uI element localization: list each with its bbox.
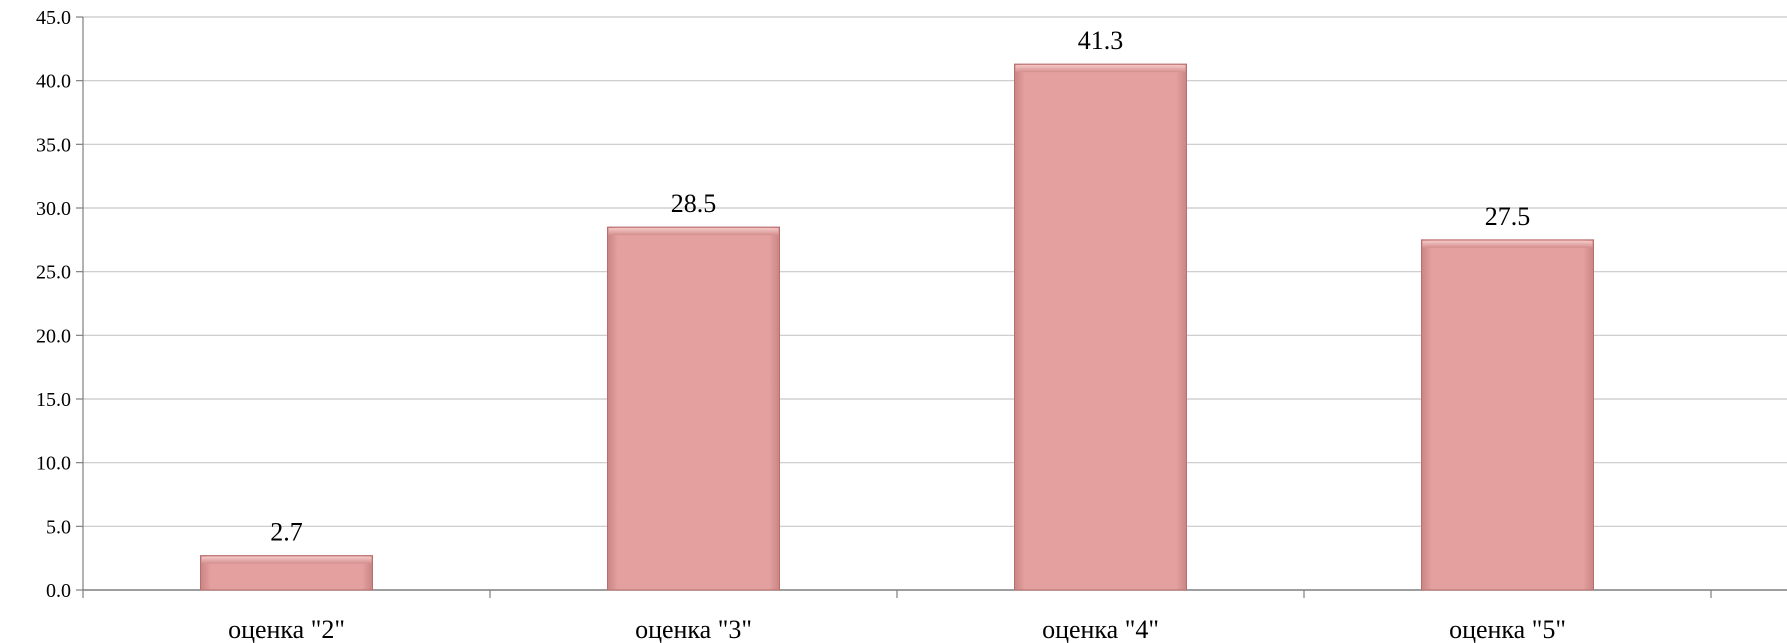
- bar-top-bevel: [608, 228, 779, 236]
- bar-top-bevel: [1015, 65, 1186, 73]
- y-tick-label: 20.0: [36, 325, 71, 347]
- data-label: 41.3: [1078, 26, 1124, 55]
- bar-top-bevel: [201, 556, 372, 564]
- y-tick-label: 10.0: [36, 453, 71, 475]
- y-tick-label: 0.0: [46, 580, 71, 602]
- y-axis: 0.0 5.0 10.0 15.0 20.0 25.0 30.0 35.0 40.0 45.0: [36, 7, 84, 602]
- bar: [1014, 63, 1187, 591]
- x-category-label: оценка "5": [1449, 615, 1566, 643]
- data-label: 27.5: [1485, 202, 1531, 231]
- bar: [607, 226, 780, 591]
- y-tick-label: 45.0: [36, 7, 71, 29]
- data-labels: 2.7 28.5 41.3 27.5: [270, 26, 1530, 547]
- bars: [200, 63, 1594, 591]
- gridlines: [83, 16, 1787, 527]
- x-category-label: оценка "4": [1042, 615, 1159, 643]
- data-label: 28.5: [671, 189, 717, 218]
- bar-top-bevel: [1422, 240, 1593, 248]
- y-tick-label: 30.0: [36, 198, 71, 220]
- x-category-label: оценка "3": [635, 615, 752, 643]
- y-tick-label: 40.0: [36, 71, 71, 93]
- y-tick-label: 35.0: [36, 134, 71, 156]
- x-axis: оценка "2" оценка "3" оценка "4" оценка "5": [82, 589, 1787, 643]
- bar: [1421, 239, 1594, 591]
- data-label: 2.7: [270, 518, 303, 547]
- x-category-label: оценка "2": [228, 615, 345, 643]
- y-tick-label: 25.0: [36, 262, 71, 284]
- y-tick-label: 15.0: [36, 389, 71, 411]
- y-tick-label: 5.0: [46, 516, 71, 538]
